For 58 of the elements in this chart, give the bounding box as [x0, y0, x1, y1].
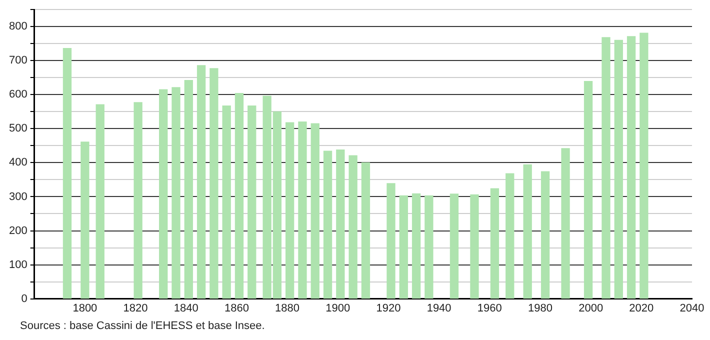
bar	[399, 195, 408, 299]
bar	[540, 171, 550, 299]
bar	[561, 148, 570, 299]
bar	[412, 193, 421, 299]
bar	[450, 194, 459, 299]
bar	[523, 164, 532, 299]
bar	[323, 150, 332, 299]
bar	[298, 122, 307, 299]
x-tick-label: 1980	[528, 302, 552, 314]
bar	[584, 81, 593, 299]
x-tick-label: 1800	[72, 302, 98, 314]
x-tick-label: 2000	[578, 302, 604, 314]
y-tick-label: 300	[8, 190, 28, 203]
bar	[506, 173, 514, 299]
x-tick-label: 1880	[275, 302, 300, 314]
x-tick-label: 1840	[174, 302, 198, 314]
y-tick-label: 200	[8, 224, 28, 237]
bar	[386, 183, 396, 299]
x-tick-label: 2020	[629, 302, 654, 314]
bar	[640, 32, 648, 299]
bar	[248, 106, 256, 299]
source-note: Sources : base Cassini de l'EHESS et base Insee.	[20, 320, 265, 332]
y-tick-label: 500	[8, 122, 28, 135]
bar	[134, 102, 142, 299]
x-tick-label: 1960	[477, 302, 502, 314]
bar	[159, 89, 168, 299]
y-tick-label: 800	[8, 20, 28, 33]
y-tick-label: 0	[21, 292, 28, 305]
bar	[626, 36, 636, 299]
y-tick-label: 700	[8, 54, 28, 67]
bar	[361, 162, 370, 299]
bar	[490, 188, 500, 299]
y-tick-label: 100	[8, 258, 28, 271]
bar	[196, 65, 206, 299]
bar	[210, 68, 218, 299]
bar	[424, 195, 434, 299]
x-tick-label: 1860	[224, 302, 249, 314]
x-tick-label: 1920	[376, 302, 401, 314]
bar	[614, 40, 623, 299]
x-tick-label: 2040	[680, 302, 704, 314]
bar	[80, 142, 90, 299]
x-tick-label: 1940	[426, 302, 452, 314]
x-tick-label: 1900	[326, 302, 350, 314]
y-tick-label: 600	[8, 88, 28, 101]
bar	[310, 123, 320, 299]
bar	[348, 155, 358, 299]
bar	[222, 106, 231, 299]
bar	[470, 194, 479, 299]
bar	[285, 122, 294, 299]
bar	[336, 149, 345, 299]
y-tick-label: 400	[8, 156, 28, 169]
bar	[62, 48, 72, 299]
bar	[96, 104, 104, 299]
bar	[172, 87, 180, 299]
x-tick-label: 1820	[123, 302, 148, 314]
bar	[184, 80, 193, 299]
bar	[602, 37, 610, 299]
bar	[234, 92, 244, 299]
